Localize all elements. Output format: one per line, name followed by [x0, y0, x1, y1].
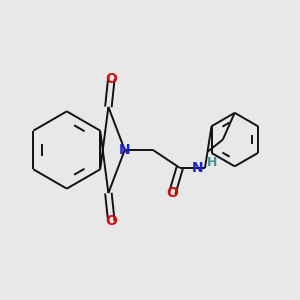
Text: N: N [119, 143, 130, 157]
Text: H: H [206, 156, 217, 169]
Text: O: O [167, 186, 178, 200]
Text: N: N [192, 161, 203, 175]
Text: O: O [105, 214, 117, 228]
Text: O: O [105, 72, 117, 86]
